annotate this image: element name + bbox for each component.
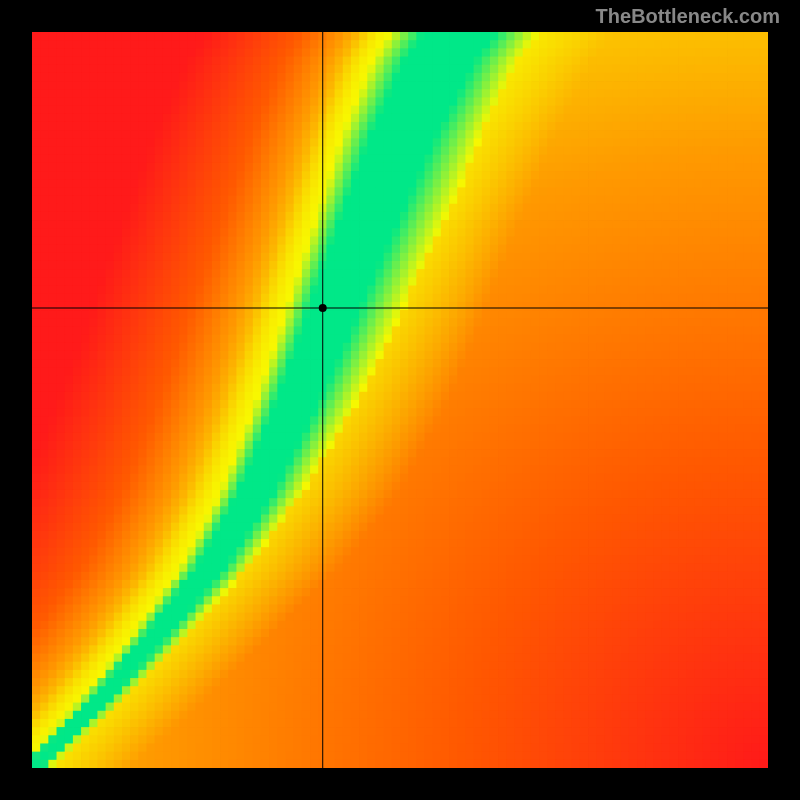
plot-area bbox=[32, 32, 768, 768]
heatmap-canvas bbox=[32, 32, 768, 768]
watermark-text: TheBottleneck.com bbox=[596, 6, 780, 29]
chart-container: TheBottleneck.com bbox=[0, 0, 800, 800]
